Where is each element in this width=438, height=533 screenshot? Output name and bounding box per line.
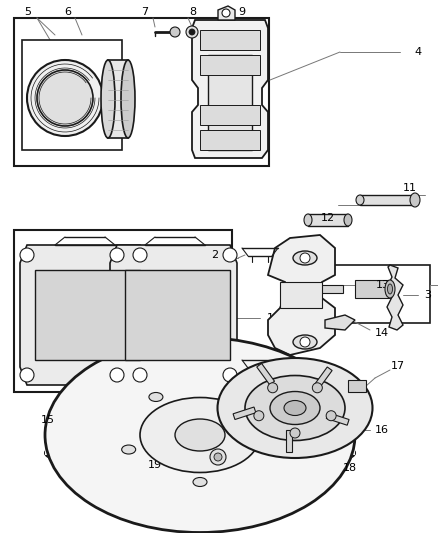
- Polygon shape: [108, 60, 128, 138]
- Ellipse shape: [293, 251, 317, 265]
- Bar: [326, 413, 349, 425]
- Text: 9: 9: [238, 7, 246, 17]
- Text: 19: 19: [148, 460, 162, 470]
- Ellipse shape: [193, 478, 207, 487]
- Ellipse shape: [45, 433, 355, 473]
- Bar: [286, 430, 292, 452]
- Bar: [200, 55, 260, 75]
- Ellipse shape: [218, 358, 372, 458]
- Text: 16: 16: [375, 425, 389, 435]
- Text: 4: 4: [414, 47, 421, 57]
- Ellipse shape: [311, 285, 318, 293]
- Text: 13: 13: [376, 280, 390, 290]
- Circle shape: [37, 70, 93, 126]
- Ellipse shape: [122, 445, 136, 454]
- Ellipse shape: [245, 376, 345, 440]
- Text: 8: 8: [190, 7, 197, 17]
- Circle shape: [214, 453, 222, 461]
- Bar: [200, 105, 260, 125]
- Circle shape: [312, 383, 322, 393]
- Polygon shape: [218, 6, 235, 20]
- Text: 11: 11: [403, 183, 417, 193]
- Ellipse shape: [237, 392, 251, 401]
- Bar: [14, 230, 232, 392]
- Bar: [360, 195, 415, 205]
- Text: 12: 12: [321, 213, 335, 223]
- Circle shape: [186, 26, 198, 38]
- Ellipse shape: [344, 214, 352, 226]
- Ellipse shape: [140, 398, 260, 472]
- Polygon shape: [268, 235, 335, 355]
- Bar: [280, 282, 322, 308]
- Text: 2: 2: [212, 250, 219, 260]
- Bar: [355, 280, 390, 298]
- Circle shape: [222, 9, 230, 17]
- Circle shape: [223, 248, 237, 262]
- Text: 18: 18: [343, 463, 357, 473]
- Polygon shape: [192, 20, 268, 158]
- Bar: [257, 364, 275, 385]
- Circle shape: [20, 368, 34, 382]
- Bar: [233, 407, 256, 419]
- Circle shape: [110, 248, 124, 262]
- Bar: [314, 367, 332, 389]
- Circle shape: [210, 449, 226, 465]
- Ellipse shape: [101, 60, 115, 138]
- Ellipse shape: [388, 284, 392, 294]
- Circle shape: [326, 411, 336, 421]
- Circle shape: [110, 368, 124, 382]
- Circle shape: [254, 411, 264, 421]
- Text: 14: 14: [375, 328, 389, 338]
- Bar: [14, 18, 269, 166]
- Text: 7: 7: [141, 7, 148, 17]
- Ellipse shape: [264, 445, 278, 454]
- Text: 3: 3: [424, 290, 431, 300]
- Bar: [308, 214, 348, 226]
- Bar: [315, 285, 343, 293]
- Ellipse shape: [175, 419, 225, 451]
- Ellipse shape: [410, 193, 420, 207]
- Text: 1: 1: [266, 313, 273, 323]
- Bar: [22, 40, 122, 150]
- Polygon shape: [110, 245, 237, 385]
- Circle shape: [268, 383, 278, 393]
- Bar: [200, 30, 260, 50]
- Circle shape: [27, 60, 103, 136]
- Ellipse shape: [284, 400, 306, 416]
- Ellipse shape: [45, 337, 355, 532]
- Text: 5: 5: [25, 7, 32, 17]
- Ellipse shape: [270, 392, 320, 424]
- Text: 2: 2: [212, 362, 219, 372]
- Bar: [208, 55, 252, 150]
- Bar: [125, 270, 230, 360]
- Ellipse shape: [356, 195, 364, 205]
- Bar: [45, 430, 355, 455]
- Circle shape: [300, 337, 310, 347]
- Circle shape: [300, 253, 310, 263]
- Text: 6: 6: [64, 7, 71, 17]
- Ellipse shape: [121, 60, 135, 138]
- Polygon shape: [325, 315, 355, 330]
- Ellipse shape: [293, 335, 317, 349]
- Circle shape: [20, 248, 34, 262]
- Bar: [300, 265, 430, 323]
- Ellipse shape: [304, 214, 312, 226]
- Ellipse shape: [149, 392, 163, 401]
- Circle shape: [170, 27, 180, 37]
- Ellipse shape: [385, 280, 395, 298]
- Bar: [200, 130, 260, 150]
- Text: 17: 17: [391, 361, 405, 371]
- Polygon shape: [20, 245, 147, 385]
- Text: 15: 15: [41, 415, 55, 425]
- Circle shape: [223, 368, 237, 382]
- Circle shape: [133, 368, 147, 382]
- Bar: [348, 380, 366, 392]
- Polygon shape: [387, 265, 403, 330]
- Bar: [35, 270, 140, 360]
- Circle shape: [189, 29, 195, 35]
- Circle shape: [290, 428, 300, 438]
- Circle shape: [133, 248, 147, 262]
